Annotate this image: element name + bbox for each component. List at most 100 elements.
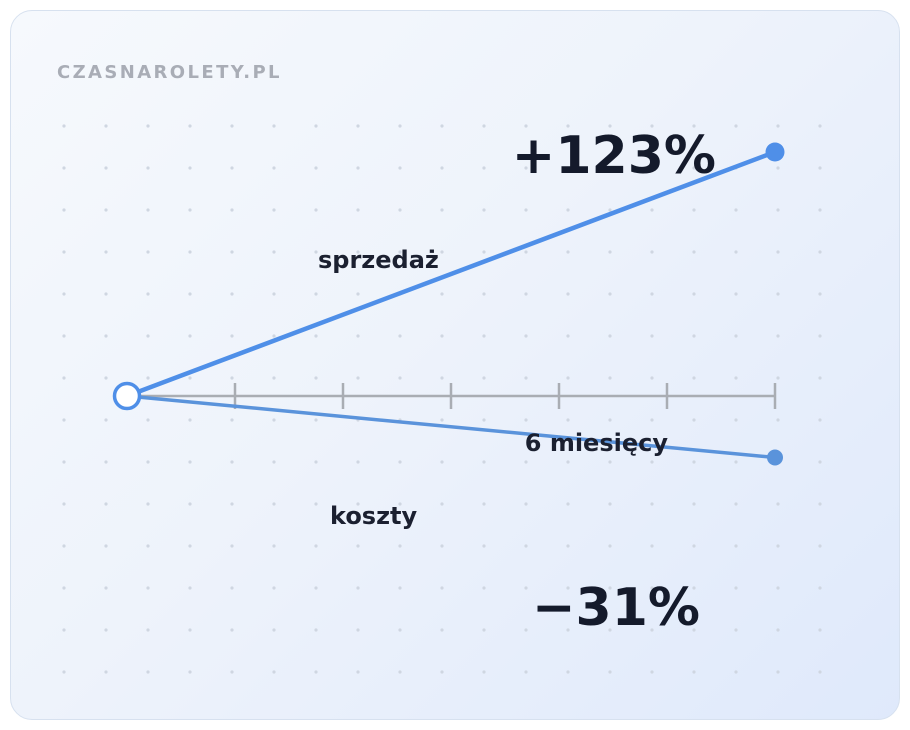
grid-dot xyxy=(314,250,318,254)
grid-dot xyxy=(524,544,528,548)
grid-dot xyxy=(482,628,486,632)
grid-dot xyxy=(734,208,738,212)
grid-dot xyxy=(62,292,66,296)
grid-dot xyxy=(104,376,108,380)
grid-dot xyxy=(650,418,654,422)
grid-dot xyxy=(146,292,150,296)
grid-dot xyxy=(146,586,150,590)
grid-dot xyxy=(608,334,612,338)
grid-dot xyxy=(482,586,486,590)
grid-dot xyxy=(776,124,780,128)
grid-dot xyxy=(440,502,444,506)
grid-dot xyxy=(272,418,276,422)
grid-dot xyxy=(608,166,612,170)
grid-dot xyxy=(566,628,570,632)
grid-dot xyxy=(566,166,570,170)
grid-dot xyxy=(146,334,150,338)
origin-marker xyxy=(112,381,142,411)
grid-dot xyxy=(62,124,66,128)
grid-dot xyxy=(188,376,192,380)
grid-dot xyxy=(818,460,822,464)
series-line-sales xyxy=(124,149,778,399)
grid-dot xyxy=(440,418,444,422)
grid-dot xyxy=(566,460,570,464)
grid-dot xyxy=(146,502,150,506)
grid-dot xyxy=(398,376,402,380)
grid-dot xyxy=(734,334,738,338)
grid-dot xyxy=(104,208,108,212)
grid-dot xyxy=(566,418,570,422)
grid-dot xyxy=(566,502,570,506)
grid-dot xyxy=(776,586,780,590)
grid-dot xyxy=(524,334,528,338)
grid-dot xyxy=(482,208,486,212)
grid-dot xyxy=(734,502,738,506)
grid-dot xyxy=(776,502,780,506)
grid-dot xyxy=(482,670,486,674)
grid-dot xyxy=(356,502,360,506)
grid-dot xyxy=(104,124,108,128)
grid-dot xyxy=(230,292,234,296)
grid-dot xyxy=(356,208,360,212)
grid-dot xyxy=(230,628,234,632)
grid-dot xyxy=(188,418,192,422)
grid-dot xyxy=(440,250,444,254)
grid-dot xyxy=(692,376,696,380)
grid-dot xyxy=(566,544,570,548)
grid-dot xyxy=(230,670,234,674)
costs-value-label: −31% xyxy=(532,578,700,638)
grid-dot xyxy=(398,544,402,548)
grid-dot xyxy=(314,292,318,296)
grid-dot xyxy=(776,292,780,296)
grid-dot xyxy=(314,586,318,590)
sales-series-label: sprzedaż xyxy=(318,246,439,274)
grid-dot xyxy=(398,208,402,212)
grid-dot xyxy=(566,586,570,590)
grid-dot xyxy=(566,334,570,338)
grid-dot xyxy=(104,292,108,296)
grid-dot xyxy=(440,334,444,338)
grid-dot xyxy=(566,376,570,380)
grid-dot xyxy=(482,376,486,380)
grid-dot xyxy=(104,418,108,422)
grid-dot xyxy=(482,124,486,128)
grid-dot xyxy=(146,250,150,254)
grid-dot xyxy=(272,460,276,464)
grid-dot xyxy=(818,418,822,422)
grid-dot xyxy=(62,376,66,380)
grid-dot xyxy=(650,292,654,296)
grid-dot xyxy=(734,628,738,632)
grid-dot xyxy=(104,460,108,464)
grid-dot xyxy=(398,586,402,590)
grid-dot xyxy=(440,166,444,170)
grid-dot xyxy=(104,628,108,632)
grid-dot xyxy=(440,124,444,128)
grid-dot xyxy=(314,124,318,128)
grid-dot xyxy=(314,166,318,170)
grid-dot xyxy=(356,670,360,674)
grid-dot xyxy=(692,334,696,338)
grid-dot xyxy=(314,502,318,506)
grid-dot xyxy=(62,586,66,590)
grid-dot xyxy=(188,544,192,548)
grid-dot xyxy=(566,124,570,128)
grid-dot xyxy=(482,250,486,254)
grid-dot xyxy=(524,376,528,380)
grid-dot xyxy=(524,628,528,632)
grid-dot xyxy=(146,628,150,632)
grid-dot xyxy=(62,544,66,548)
grid-dot xyxy=(188,208,192,212)
grid-dot xyxy=(230,166,234,170)
grid-dot xyxy=(146,376,150,380)
chart-labels: +123% −31% sprzedaż koszty 6 miesięcy xyxy=(318,126,716,638)
grid-dot xyxy=(272,376,276,380)
grid-dot xyxy=(440,460,444,464)
grid-dot xyxy=(608,250,612,254)
brand-label: CZASNAROLETY.PL xyxy=(57,62,282,83)
grid-dot xyxy=(734,670,738,674)
grid-dot xyxy=(398,628,402,632)
grid-dot xyxy=(104,670,108,674)
grid-dot xyxy=(524,586,528,590)
costs-series-label: koszty xyxy=(330,502,418,530)
grid-dot xyxy=(776,334,780,338)
